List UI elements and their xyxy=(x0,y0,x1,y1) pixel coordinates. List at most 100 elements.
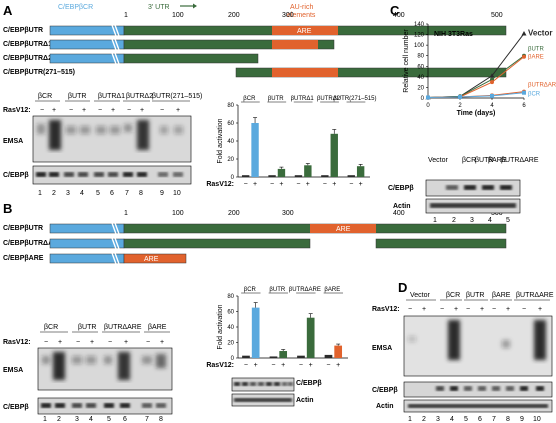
lane: 10 xyxy=(533,416,541,423)
d-lane-numbers: 1 2 3 4 5 6 7 8 9 10 xyxy=(408,416,541,423)
lane: 1 xyxy=(408,416,412,423)
c-xtick-label: 4 xyxy=(490,103,494,109)
lane: 4 xyxy=(80,190,84,197)
b-sign: − xyxy=(326,362,330,369)
tick: 500 xyxy=(491,210,503,217)
hdr: βUTRΔARE xyxy=(516,292,554,299)
break-marks xyxy=(111,24,120,65)
b-bar-plus xyxy=(306,317,315,358)
are-label: ARE xyxy=(297,28,312,35)
a-bar-minus xyxy=(347,175,355,177)
c-point xyxy=(490,80,494,85)
c-actin-band xyxy=(430,203,516,208)
ras-label: RasV12: xyxy=(3,107,31,114)
c-lane-numbers: 1 2 3 4 5 xyxy=(433,217,510,224)
are-label: ARE xyxy=(336,226,351,233)
panel-a-label: A xyxy=(3,3,13,18)
emsa-label: EMSA xyxy=(3,138,23,145)
a-sign: + xyxy=(359,181,363,188)
a-sign: + xyxy=(332,181,336,188)
d-blot-headers: Vector βCR βUTR βARE βUTRΔARE xyxy=(410,292,554,299)
construct-label: C/EBPβUTR xyxy=(3,225,43,232)
lane: 3 xyxy=(436,416,440,423)
hdr: βCR xyxy=(44,324,58,331)
actin-label: Actin xyxy=(393,203,411,210)
c-ytick-label: 0 xyxy=(421,96,425,102)
b-sign: − xyxy=(299,362,303,369)
a-ytick-label: 0 xyxy=(231,175,235,181)
cebpb-label: C/EBPβ xyxy=(3,404,29,411)
a-sign: + xyxy=(306,181,310,188)
b-construct-dare: C/EBPβUTRΔARE xyxy=(3,238,507,249)
construct-label: C/EBPβUTRΔ1 xyxy=(3,41,52,48)
a-bar-minus xyxy=(321,175,329,177)
a-lane-numbers: 1 2 3 4 5 6 7 8 9 10 xyxy=(38,190,181,197)
b-sign: + xyxy=(281,362,285,369)
lane: 9 xyxy=(520,416,524,423)
tick: 300 xyxy=(282,12,294,19)
sign: + xyxy=(160,339,164,346)
lane: 4 xyxy=(488,217,492,224)
hdr: Vector xyxy=(428,157,449,164)
lane: 1 xyxy=(433,217,437,224)
lane: 6 xyxy=(123,416,127,423)
d-emsa-bands xyxy=(408,320,546,360)
c-point xyxy=(458,94,462,99)
b-ytick-label: 80 xyxy=(227,294,234,300)
c-point xyxy=(522,54,526,59)
lane: 8 xyxy=(139,190,143,197)
b-category-label: βUTR xyxy=(269,287,285,293)
sign: − xyxy=(408,306,412,313)
arrowhead-icon xyxy=(193,3,197,9)
lane: 7 xyxy=(492,416,496,423)
hdr: βUTRΔARE xyxy=(501,157,539,164)
chart-c: 0 20 40 60 80 100 120 140 0 2 4 6 Relative cell numb… xyxy=(403,22,556,117)
actin-label: Actin xyxy=(376,403,394,410)
lane: 6 xyxy=(110,190,114,197)
b2-cebpb-bands xyxy=(234,382,293,386)
b-ras-label: RasV12: xyxy=(206,362,234,369)
aurich-label-1: AU-rich xyxy=(290,4,313,11)
hdr: βARE xyxy=(148,324,167,331)
a-ylabel: Fold activation xyxy=(217,118,224,163)
a-construct-utr: C/EBPβUTR ARE xyxy=(3,25,507,36)
b-ytick-label: 40 xyxy=(227,325,234,331)
a-construct-271: C/EBPβUTR(271–515) xyxy=(3,67,507,78)
sign: + xyxy=(140,107,144,114)
b-sign: + xyxy=(336,362,340,369)
sign: − xyxy=(146,339,150,346)
b-bar-plus xyxy=(279,351,288,358)
a-category-label: βUTR xyxy=(268,96,284,102)
b-tick-labels: 1 100 200 300 400 500 xyxy=(124,210,503,217)
construct-label: C/EBPβARE xyxy=(3,255,44,262)
hdr: βUTRΔ1 xyxy=(98,93,125,100)
cebpb-label: C/EBPβ xyxy=(3,172,29,179)
b-bar-minus xyxy=(324,354,333,358)
b-bar-minus xyxy=(242,355,250,358)
a-bar-plus xyxy=(277,168,286,177)
sign: + xyxy=(111,107,115,114)
a-category-label: βUTRΔ1 xyxy=(291,96,315,102)
a-bar-minus xyxy=(268,175,276,177)
tick: 200 xyxy=(228,12,240,19)
sign: − xyxy=(466,306,470,313)
d-actin-band xyxy=(408,404,548,408)
sign: + xyxy=(124,339,128,346)
panel-c-label: C xyxy=(390,3,400,18)
c-legend-label: βUTRΔARE xyxy=(528,83,556,89)
lane: 3 xyxy=(470,217,474,224)
c-ytick-label: 120 xyxy=(414,33,425,39)
tick: 1 xyxy=(124,12,128,19)
hdr: βUTR xyxy=(68,93,86,100)
lane: 2 xyxy=(52,190,56,197)
lane: 5 xyxy=(107,416,111,423)
c-point xyxy=(490,93,494,98)
construct-label: C/EBPβUTR(271–515) xyxy=(3,69,75,76)
lane: 4 xyxy=(450,416,454,423)
d-cebpb-bands xyxy=(436,386,544,391)
a-ytick-label: 40 xyxy=(227,139,234,145)
b-category-label: βCR xyxy=(244,287,257,293)
tick: 100 xyxy=(172,12,184,19)
utr-arrow-label: 3′ UTR xyxy=(148,4,170,11)
